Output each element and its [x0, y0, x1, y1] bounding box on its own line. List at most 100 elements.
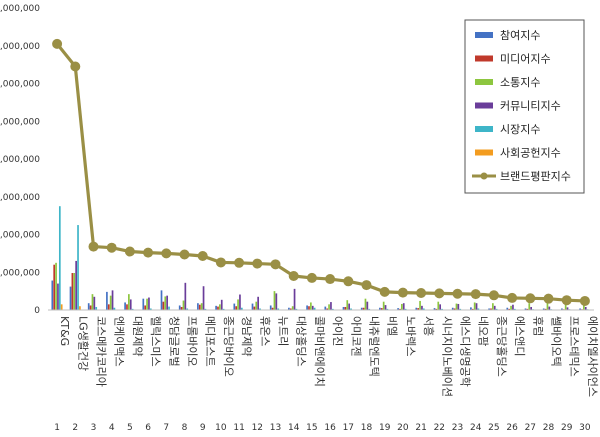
x-category-label: 내츄럴엔도텍 [368, 316, 381, 377]
x-rank-label: 17 [343, 423, 354, 433]
bar [471, 308, 474, 310]
bar [251, 303, 254, 310]
bar [71, 273, 74, 310]
x-category-label: 휴럼 [531, 316, 544, 336]
bar [269, 305, 272, 310]
bar [57, 283, 59, 310]
line-point [88, 241, 99, 252]
legend-swatch [475, 79, 493, 85]
x-rank-label: 9 [200, 423, 206, 433]
bar [107, 304, 110, 310]
bar [111, 290, 114, 310]
bar [184, 282, 187, 310]
bar [528, 303, 531, 310]
line-point [416, 288, 427, 299]
bar [473, 302, 476, 310]
line-point [452, 288, 463, 299]
line-point [52, 38, 63, 49]
bar [162, 301, 165, 310]
bar [197, 303, 199, 310]
bar [366, 301, 369, 310]
line-point [306, 272, 317, 283]
x-rank-label: 4 [109, 423, 115, 433]
x-rank-label: 25 [488, 423, 499, 433]
x-rank-label: 11 [233, 423, 244, 433]
x-category-label: 에스앤디 [513, 316, 526, 356]
bar [87, 303, 90, 310]
x-category-label: 종근당바이오 [222, 316, 235, 377]
x-category-label: 휴온스 [258, 316, 271, 346]
bar [259, 308, 261, 310]
line-point [161, 248, 172, 259]
y-tick-label: 3,000,000 [0, 193, 40, 203]
x-rank-label: 28 [543, 423, 555, 433]
bar [148, 297, 150, 310]
bar [399, 308, 401, 310]
bar [91, 294, 94, 310]
bar [215, 305, 217, 310]
x-category-label: LG생활건강 [76, 316, 90, 371]
line-point [234, 257, 245, 268]
bar [397, 308, 399, 310]
line-point [470, 289, 481, 300]
bar [222, 308, 225, 310]
bar [89, 305, 92, 310]
bar [510, 305, 512, 310]
x-category-label: 코스메카코리아 [95, 316, 108, 387]
bar [291, 306, 294, 310]
line-point [543, 293, 554, 304]
bar [255, 301, 258, 310]
bar [364, 298, 367, 310]
bar [417, 308, 420, 310]
bar [180, 306, 183, 310]
bar [235, 306, 238, 310]
x-category-label: KT&G [58, 316, 71, 346]
bar [530, 306, 532, 310]
bar [342, 306, 345, 310]
legend-label: 브랜드평판지수 [500, 170, 571, 183]
bar [421, 305, 423, 310]
x-category-label: 프롬바이오 [186, 316, 199, 367]
x-rank-label: 27 [525, 423, 536, 433]
x-category-label: 에이치엘사이언스 [586, 316, 599, 397]
bar [493, 305, 496, 310]
bar [75, 260, 77, 310]
line-point [70, 61, 81, 72]
legend-label: 참여지수 [500, 29, 540, 42]
bar [146, 298, 148, 310]
bar [240, 307, 243, 310]
line-point [325, 274, 336, 285]
x-category-label: 아미코젠 [349, 316, 362, 356]
line-point [525, 293, 536, 304]
y-tick-label: 8,000,000 [0, 4, 40, 14]
bar [379, 307, 381, 310]
bar [202, 286, 205, 310]
x-category-label: 경남제약 [240, 316, 254, 356]
line-point [270, 259, 281, 270]
bar [360, 307, 363, 310]
bar [219, 304, 221, 310]
bar [95, 306, 98, 310]
x-category-label: 대원제약 [131, 316, 145, 356]
bar [459, 308, 462, 310]
bar [526, 308, 529, 310]
bar [579, 308, 581, 310]
bar [404, 308, 407, 310]
bar [220, 299, 223, 310]
bar [506, 307, 509, 310]
x-rank-label: 12 [252, 423, 263, 433]
x-category-label: 네오팜 [477, 316, 490, 346]
line-point [106, 242, 117, 253]
bar [380, 308, 383, 310]
x-rank-label: 19 [379, 423, 391, 433]
bar [331, 308, 334, 310]
legend-label: 커뮤니티지수 [500, 100, 561, 113]
bar [79, 306, 81, 310]
bar [415, 307, 418, 310]
bar [271, 307, 274, 310]
bar [419, 300, 421, 310]
x-rank-label: 21 [415, 423, 426, 433]
x-rank-label: 7 [163, 423, 169, 433]
bar [160, 290, 163, 310]
x-rank-label: 20 [397, 423, 409, 433]
